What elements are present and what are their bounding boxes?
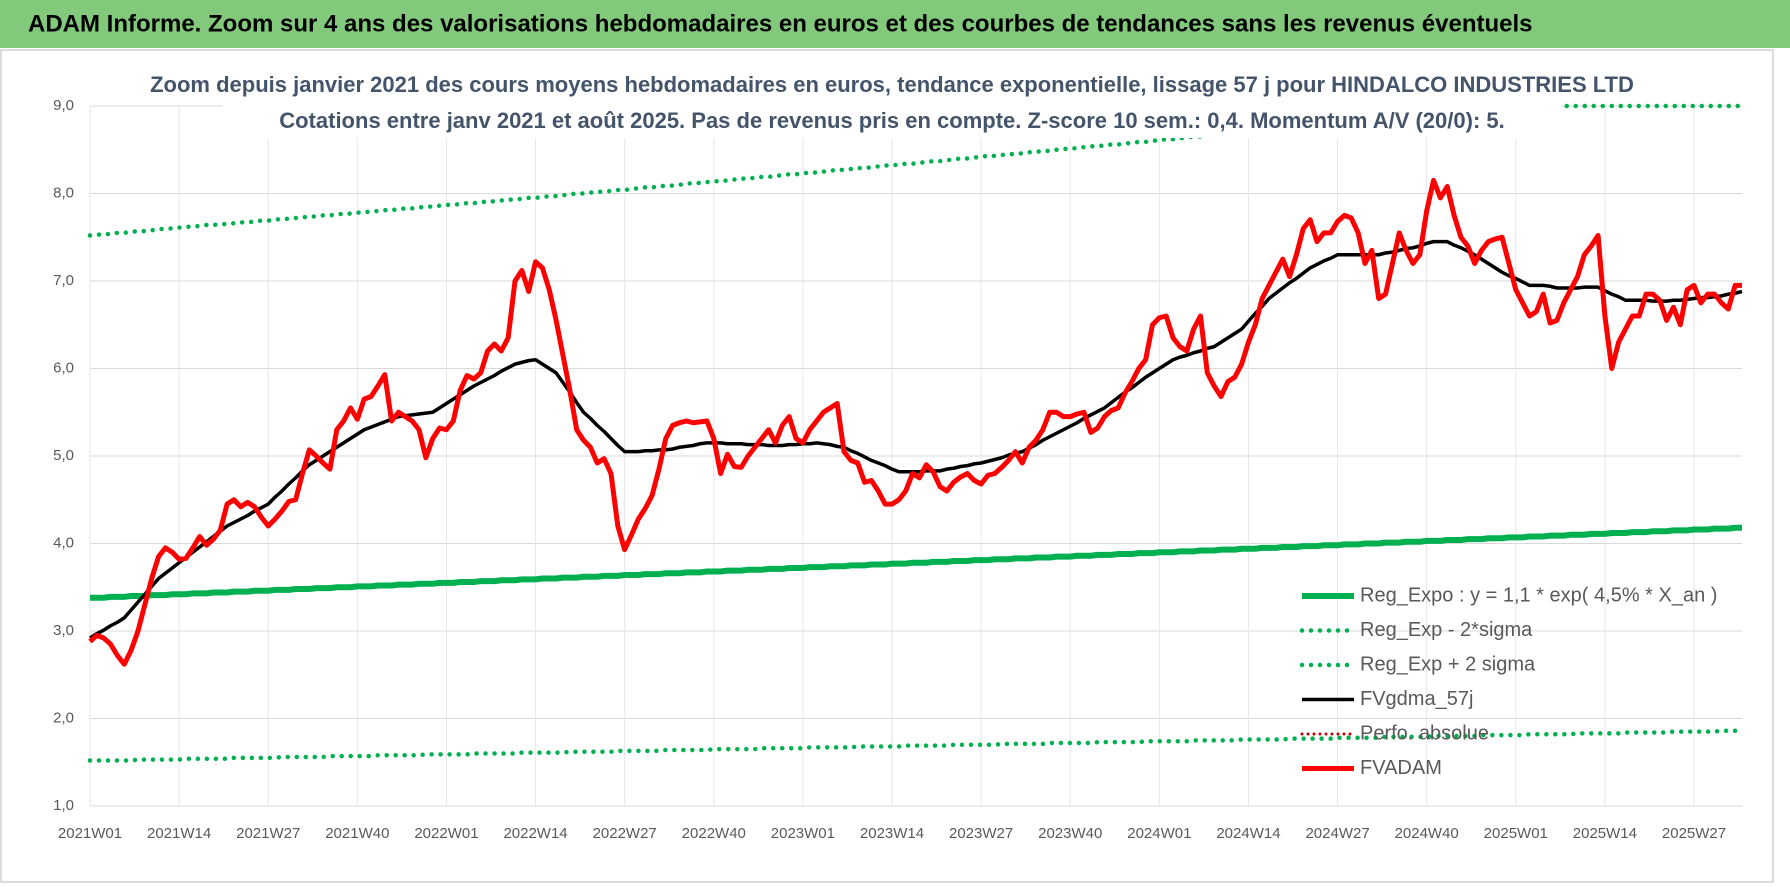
chart-subtitle: Cotations entre janv 2021 et août 2025. … [279, 108, 1505, 133]
x-tick-label: 2024W01 [1127, 825, 1191, 842]
y-tick-label: 8,0 [53, 184, 74, 201]
x-tick-label: 2025W27 [1662, 825, 1726, 842]
y-tick-label: 6,0 [53, 359, 74, 376]
legend-label: Reg_Expo : y = 1,1 * exp( 4,5% * X_an ) [1360, 584, 1717, 606]
series-line [87, 728, 1745, 763]
x-tick-label: 2024W14 [1216, 825, 1280, 842]
legend-label: Reg_Exp + 2 sigma [1360, 653, 1536, 675]
x-tick-label: 2023W14 [860, 825, 924, 842]
x-tick-label: 2021W14 [147, 825, 211, 842]
series-line [88, 177, 1742, 667]
x-tick-label: 2022W27 [593, 825, 657, 842]
legend-label: Reg_Exp - 2*sigma [1360, 619, 1533, 641]
x-tick-label: 2023W40 [1038, 825, 1102, 842]
chart-border [0, 49, 1774, 883]
x-tick-label: 2022W40 [682, 825, 746, 842]
x-tick-label: 2022W14 [503, 825, 567, 842]
y-tick-label: 4,0 [53, 534, 74, 551]
y-tick-label: 3,0 [53, 622, 74, 639]
legend-label: FVADAM [1360, 757, 1442, 779]
y-tick-label: 5,0 [53, 447, 74, 464]
x-tick-label: 2024W40 [1395, 825, 1459, 842]
x-tick-label: 2022W01 [414, 825, 478, 842]
plot-area: 1,0 2,0 3,0 4,0 5,0 6,0 7,0 8,0 9,0 2021W01 2021W1… [53, 97, 1745, 842]
series-line [90, 524, 1742, 601]
legend-label: Perfo. absolue [1360, 722, 1489, 744]
x-tick-label: 2025W14 [1573, 825, 1637, 842]
series-line [89, 239, 1743, 640]
y-tick-label: 1,0 [53, 797, 74, 814]
y-tick-label: 7,0 [53, 272, 74, 289]
y-tick-label: 9,0 [53, 97, 74, 114]
x-tick-label: 2021W40 [325, 825, 389, 842]
y-tick-label: 2,0 [53, 709, 74, 726]
x-tick-label: 2024W27 [1305, 825, 1369, 842]
x-tick-label: 2021W27 [236, 825, 300, 842]
header-bar [0, 0, 1790, 48]
x-tick-label: 2025W01 [1484, 825, 1548, 842]
legend-label: FVgdma_57j [1360, 688, 1473, 710]
header-title: ADAM Informe. Zoom sur 4 ans des valoris… [28, 10, 1533, 37]
x-tick-label: 2021W01 [58, 825, 122, 842]
title-box [222, 68, 1562, 138]
x-tick-label: 2023W27 [949, 825, 1013, 842]
x-tick-label: 2023W01 [771, 825, 835, 842]
chart-title: Zoom depuis janvier 2021 des cours moyen… [150, 72, 1634, 97]
